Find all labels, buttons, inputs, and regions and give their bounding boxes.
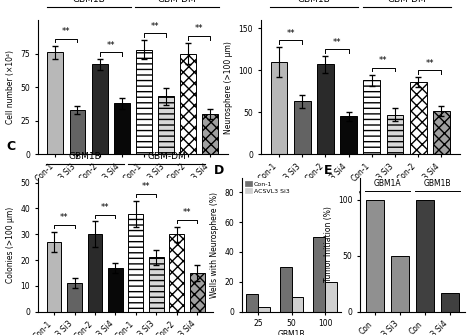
Bar	[292, 297, 303, 312]
Bar	[180, 54, 196, 154]
Text: D: D	[214, 164, 224, 177]
Bar	[91, 64, 108, 154]
Text: **: **	[333, 38, 341, 47]
Text: **: **	[379, 56, 388, 65]
Y-axis label: Neurosphere (>100 µm): Neurosphere (>100 µm)	[224, 41, 233, 134]
Text: GBM-DM: GBM-DM	[157, 0, 196, 4]
Text: GBM1B: GBM1B	[424, 179, 451, 188]
Bar	[128, 214, 143, 312]
Text: **: **	[151, 22, 159, 31]
Text: **: **	[60, 213, 69, 222]
Bar	[114, 103, 129, 154]
Bar	[202, 114, 218, 154]
Text: E: E	[324, 164, 332, 177]
Text: GBM1B: GBM1B	[72, 0, 105, 4]
Text: **: **	[106, 41, 115, 50]
Bar	[70, 110, 85, 154]
Text: **: **	[286, 28, 295, 38]
X-axis label: GBM1B: GBM1B	[278, 330, 305, 335]
Legend: Con-1, ACSVL3 Si3: Con-1, ACSVL3 Si3	[245, 181, 290, 195]
Y-axis label: Cell number (×10⁴): Cell number (×10⁴)	[6, 50, 15, 124]
Bar	[391, 256, 409, 312]
Text: GBM-DM: GBM-DM	[387, 0, 426, 4]
Bar	[169, 234, 184, 312]
Bar	[271, 62, 287, 154]
Bar	[190, 273, 204, 312]
Bar	[149, 257, 164, 312]
Bar	[317, 64, 334, 154]
Text: **: **	[142, 182, 150, 191]
Text: C: C	[6, 140, 16, 153]
Bar	[108, 268, 123, 312]
Text: **: **	[101, 203, 109, 212]
Bar	[158, 96, 174, 154]
Bar	[258, 307, 270, 312]
Text: GBM1A: GBM1A	[374, 179, 401, 188]
Bar	[313, 237, 325, 312]
Y-axis label: Tumor Initiation (%): Tumor Initiation (%)	[324, 207, 333, 282]
Bar	[441, 292, 458, 312]
Bar	[280, 267, 292, 312]
Bar	[416, 200, 434, 312]
Text: **: **	[195, 24, 203, 34]
Bar	[246, 294, 258, 312]
Text: **: **	[182, 208, 191, 217]
Text: GBM1B: GBM1B	[298, 0, 330, 4]
Bar	[366, 200, 383, 312]
Bar	[340, 116, 357, 154]
Bar	[136, 50, 152, 154]
Bar	[294, 101, 310, 154]
Y-axis label: Colonies (>100 µm): Colonies (>100 µm)	[6, 206, 15, 283]
Bar	[47, 52, 64, 154]
Bar	[325, 282, 337, 312]
Bar	[364, 80, 380, 154]
Text: **: **	[426, 59, 434, 68]
Text: GBM-DM: GBM-DM	[147, 152, 186, 161]
Bar	[433, 111, 450, 154]
Bar	[387, 115, 403, 154]
Y-axis label: Wells with Neurosphere (%): Wells with Neurosphere (%)	[210, 192, 219, 297]
Bar	[47, 242, 62, 312]
Bar	[410, 82, 427, 154]
Bar	[88, 234, 102, 312]
Bar	[67, 283, 82, 312]
Text: GBM1B: GBM1B	[68, 152, 101, 161]
Text: **: **	[62, 27, 71, 36]
